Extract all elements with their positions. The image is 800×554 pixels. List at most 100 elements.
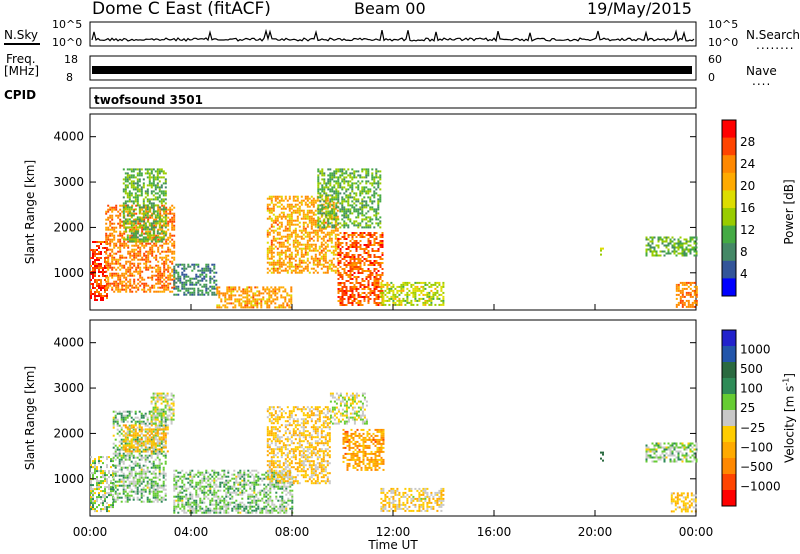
heatmap-cell bbox=[146, 476, 149, 479]
heatmap-cell bbox=[373, 226, 376, 229]
heatmap-cell bbox=[349, 176, 352, 179]
heatmap-cell bbox=[361, 202, 364, 205]
heatmap-cell bbox=[651, 250, 654, 253]
heatmap-cell bbox=[161, 246, 164, 249]
heatmap-cell bbox=[160, 190, 163, 193]
heatmap-cell bbox=[347, 180, 350, 183]
heatmap-cell bbox=[345, 190, 348, 193]
heatmap-cell bbox=[274, 197, 277, 200]
heatmap-cell bbox=[128, 494, 131, 497]
heatmap-cell bbox=[353, 198, 356, 201]
heatmap-cell bbox=[149, 260, 152, 263]
heatmap-cell bbox=[111, 260, 114, 263]
heatmap-cell bbox=[695, 246, 698, 249]
heatmap-cell bbox=[113, 238, 116, 241]
heatmap-cell bbox=[102, 502, 104, 505]
heatmap-cell bbox=[379, 234, 382, 236]
heatmap-cell bbox=[428, 295, 431, 298]
heatmap-cell bbox=[290, 221, 293, 224]
heatmap-cell bbox=[150, 418, 153, 421]
heatmap-cell bbox=[369, 188, 372, 191]
heatmap-cell bbox=[96, 253, 98, 255]
heatmap-cell bbox=[339, 182, 342, 185]
heatmap-cell bbox=[284, 197, 287, 200]
heatmap-cell bbox=[143, 282, 146, 285]
heatmap-cell bbox=[106, 456, 108, 459]
heatmap-cell bbox=[355, 240, 358, 242]
heatmap-cell bbox=[294, 269, 297, 272]
heatmap-cell bbox=[158, 200, 161, 203]
heatmap-cell bbox=[138, 184, 141, 187]
heatmap-cell bbox=[205, 269, 208, 272]
heatmap-cell bbox=[195, 273, 198, 276]
heatmap-cell bbox=[193, 289, 196, 292]
heatmap-cell bbox=[113, 266, 116, 269]
heatmap-cell bbox=[109, 214, 112, 217]
heatmap-cell bbox=[339, 202, 342, 205]
heatmap-cell bbox=[138, 240, 141, 243]
heatmap-cell bbox=[398, 293, 401, 296]
heatmap-cell bbox=[410, 303, 413, 306]
heatmap-cell bbox=[365, 182, 368, 185]
heatmap-cell bbox=[371, 168, 374, 171]
heatmap-cell bbox=[268, 211, 271, 214]
heatmap-cell bbox=[361, 268, 364, 270]
heatmap-cell bbox=[102, 267, 104, 269]
heatmap-cell bbox=[359, 234, 362, 236]
heatmap-cell bbox=[140, 238, 143, 241]
heatmap-cell bbox=[130, 184, 133, 187]
heatmap-cell bbox=[164, 220, 167, 223]
heatmap-cell bbox=[379, 290, 382, 292]
heatmap-cell bbox=[394, 287, 397, 290]
heatmap-cell bbox=[329, 168, 332, 171]
heatmap-cell bbox=[151, 244, 154, 247]
heatmap-cell bbox=[343, 264, 346, 266]
heatmap-cell bbox=[120, 448, 123, 451]
heatmap-cell bbox=[284, 245, 287, 248]
heatmap-cell bbox=[115, 208, 118, 211]
heatmap-cell bbox=[284, 239, 287, 242]
heatmap-cell bbox=[359, 266, 362, 268]
heatmap-cell bbox=[691, 248, 694, 251]
heatmap-cell bbox=[300, 253, 303, 256]
heatmap-cell bbox=[142, 236, 145, 239]
heatmap-cell bbox=[314, 233, 317, 236]
heatmap-cell bbox=[130, 174, 133, 177]
heatmap-cell bbox=[148, 178, 151, 181]
heatmap-cell bbox=[321, 206, 324, 209]
heatmap-cell bbox=[695, 291, 698, 294]
heatmap-cell bbox=[377, 242, 380, 244]
heatmap-cell bbox=[118, 450, 121, 453]
noise-panel-frame bbox=[89, 21, 697, 47]
heatmap-cell bbox=[193, 293, 196, 296]
heatmap-cell bbox=[300, 243, 303, 246]
heatmap-cell bbox=[334, 245, 337, 248]
heatmap-cell bbox=[351, 282, 354, 284]
heatmap-cell bbox=[428, 281, 431, 284]
heatmap-cell bbox=[687, 293, 690, 296]
heatmap-cell bbox=[367, 292, 370, 294]
heatmap-cell bbox=[114, 498, 117, 501]
heatmap-cell bbox=[134, 480, 137, 483]
heatmap-cell bbox=[343, 216, 346, 219]
heatmap-cell bbox=[177, 285, 180, 288]
heatmap-cell bbox=[128, 482, 131, 485]
heatmap-cell bbox=[154, 198, 157, 201]
heatmap-cell bbox=[135, 248, 138, 251]
heatmap-cell bbox=[151, 270, 154, 273]
heatmap-cell bbox=[154, 210, 157, 213]
heatmap-cell bbox=[90, 490, 92, 493]
heatmap-cell bbox=[98, 253, 100, 255]
heatmap-cell bbox=[336, 201, 339, 204]
heatmap-cell bbox=[282, 211, 285, 214]
heatmap-cell bbox=[302, 233, 305, 236]
heatmap-cell bbox=[162, 216, 165, 219]
heatmap-cell bbox=[282, 302, 285, 305]
heatmap-cell bbox=[353, 240, 356, 242]
heatmap-cell bbox=[414, 291, 417, 294]
heatmap-cell bbox=[115, 288, 118, 291]
heatmap-cell bbox=[373, 290, 376, 292]
heatmap-cell bbox=[351, 294, 354, 296]
heatmap-cell bbox=[240, 302, 243, 305]
heatmap-cell bbox=[109, 224, 112, 227]
